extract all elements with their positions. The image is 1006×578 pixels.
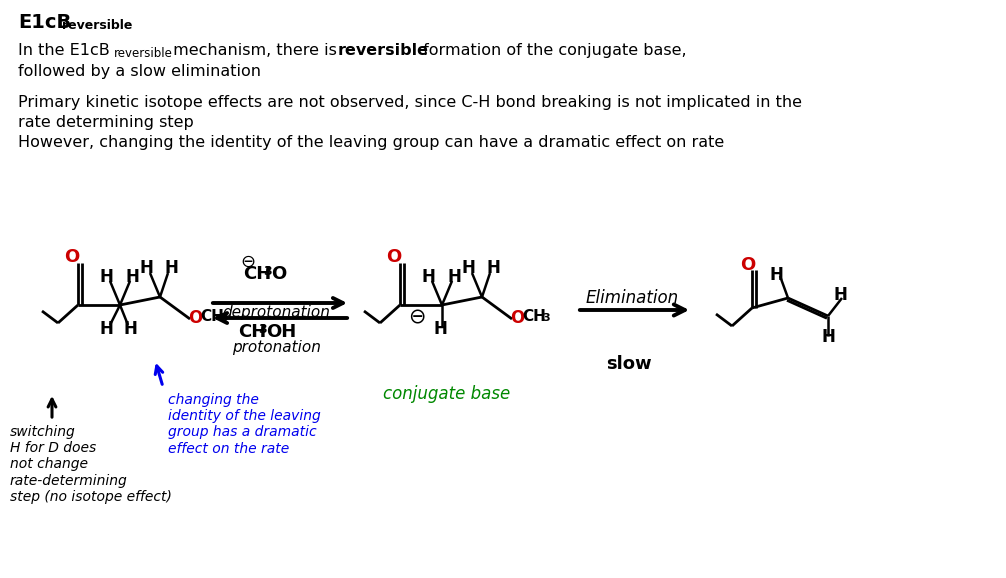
Text: deprotonation: deprotonation [222, 305, 330, 320]
Text: H: H [822, 328, 836, 346]
Text: ⊖: ⊖ [240, 253, 256, 271]
Text: In the E1cB: In the E1cB [18, 43, 110, 58]
Text: reversible: reversible [338, 43, 429, 58]
Text: 3: 3 [258, 323, 267, 336]
Text: Elimination: Elimination [586, 289, 679, 307]
Text: reversible: reversible [62, 19, 133, 32]
Text: E1cB: E1cB [18, 13, 71, 32]
Text: However, changing the identity of the leaving group can have a dramatic effect o: However, changing the identity of the le… [18, 135, 724, 150]
Text: H: H [165, 259, 179, 277]
Text: O: O [510, 309, 524, 327]
Text: Primary kinetic isotope effects are not observed, since C-H bond breaking is not: Primary kinetic isotope effects are not … [18, 95, 802, 110]
Text: CH: CH [200, 309, 224, 324]
Text: O: O [271, 265, 287, 283]
Text: H: H [422, 268, 436, 286]
Text: protonation: protonation [232, 340, 321, 355]
Text: H: H [448, 268, 462, 286]
Text: H: H [487, 259, 501, 277]
Text: O: O [64, 248, 79, 266]
Text: H: H [126, 268, 140, 286]
Text: followed by a slow elimination: followed by a slow elimination [18, 64, 261, 79]
Text: switching
H for D does
not change
rate-determining
step (no isotope effect): switching H for D does not change rate-d… [10, 425, 172, 504]
Text: 3: 3 [542, 313, 549, 323]
Text: rate determining step: rate determining step [18, 115, 194, 130]
Text: H: H [124, 320, 138, 338]
Text: CH: CH [243, 265, 272, 283]
Text: changing the
identity of the leaving
group has a dramatic
effect on the rate: changing the identity of the leaving gro… [168, 393, 321, 455]
Text: OH: OH [266, 323, 296, 341]
Text: H: H [140, 259, 154, 277]
Text: ⊖: ⊖ [408, 307, 426, 327]
Text: 3: 3 [263, 265, 272, 278]
Text: CH: CH [522, 309, 546, 324]
Text: O: O [188, 309, 202, 327]
Text: conjugate base: conjugate base [383, 385, 510, 403]
Text: O: O [740, 256, 756, 274]
Text: H: H [834, 286, 848, 304]
Text: reversible: reversible [114, 47, 173, 60]
Text: H: H [462, 259, 476, 277]
Text: H: H [770, 266, 784, 284]
Text: H: H [100, 268, 114, 286]
Text: O: O [386, 248, 401, 266]
Text: H: H [434, 320, 448, 338]
Text: mechanism, there is: mechanism, there is [168, 43, 342, 58]
Text: slow: slow [606, 355, 652, 373]
Text: formation of the conjugate base,: formation of the conjugate base, [418, 43, 687, 58]
Text: CH: CH [238, 323, 267, 341]
Text: H: H [100, 320, 114, 338]
Text: 3: 3 [220, 313, 227, 323]
